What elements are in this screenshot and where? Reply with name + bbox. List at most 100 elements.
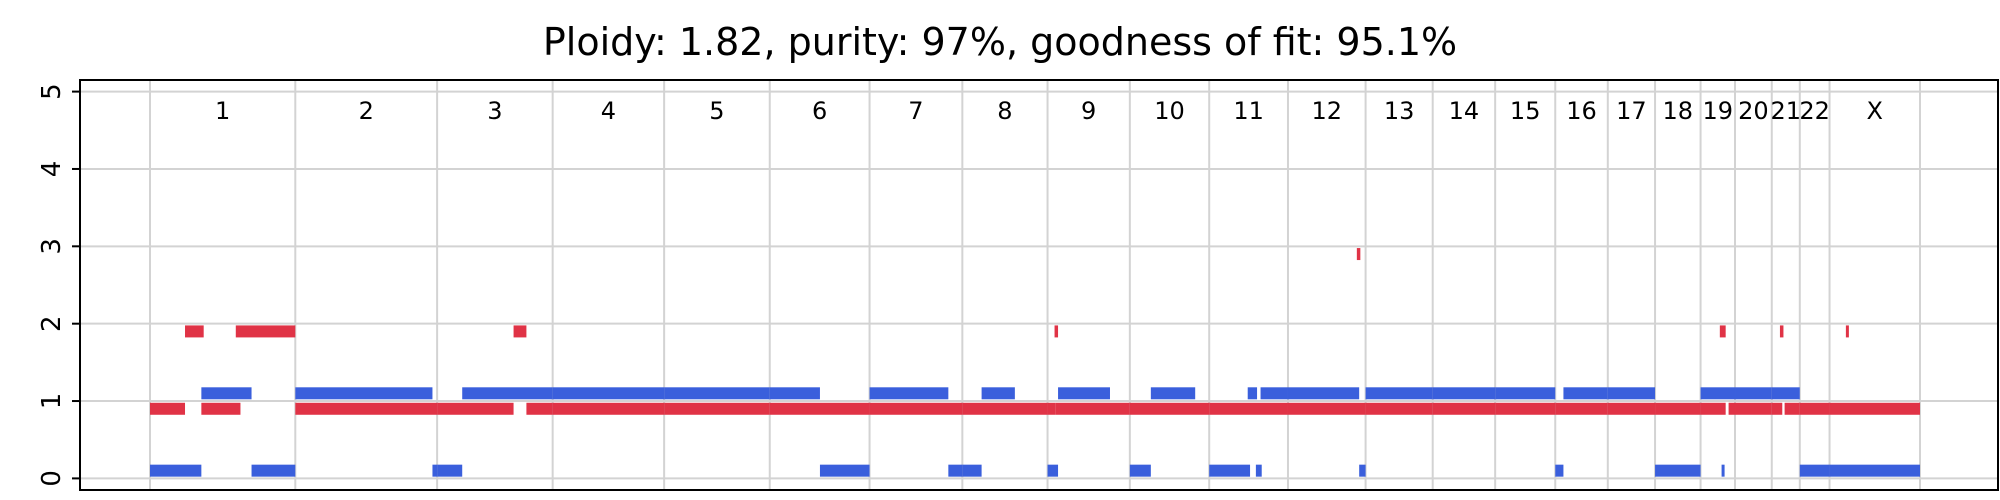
y-tick-label: 3 <box>37 238 67 255</box>
copy-number-segment-major <box>1607 402 1656 415</box>
chromosome-label: 11 <box>1233 97 1264 125</box>
copy-number-segment-major <box>185 325 204 338</box>
copy-number-segment-major <box>1054 325 1059 338</box>
chromosome-label: 7 <box>908 97 923 125</box>
copy-number-segment-major <box>1784 402 1800 415</box>
y-tick-label: 2 <box>37 315 67 332</box>
copy-number-segment-minor <box>1735 387 1772 400</box>
y-tick-label: 0 <box>37 470 67 487</box>
copy-number-segment-major <box>769 402 870 415</box>
chromosome-label: 2 <box>359 97 374 125</box>
copy-number-segment-minor <box>437 464 463 477</box>
plot-frame <box>79 79 1999 491</box>
chromosome-label: 9 <box>1081 97 1096 125</box>
copy-number-segment-minor <box>1495 387 1556 400</box>
copy-number-segment-minor <box>1721 464 1725 477</box>
chromosome-label: 8 <box>997 97 1012 125</box>
copy-number-segment-minor <box>1209 464 1251 477</box>
copy-number-segment-major <box>1735 402 1772 415</box>
copy-number-segment-major <box>1555 402 1608 415</box>
copy-number-segment-minor <box>1247 387 1258 400</box>
chromosome-label: 12 <box>1312 97 1343 125</box>
copy-number-segment-major <box>437 402 514 415</box>
copy-number-segment-major <box>1655 402 1701 415</box>
copy-number-segment-minor <box>1058 387 1110 400</box>
segment-layer <box>150 248 1920 477</box>
copy-number-segment-minor <box>251 464 296 477</box>
copy-number-segment-minor <box>1129 464 1151 477</box>
copy-number-segment-major <box>1779 325 1784 338</box>
copy-number-segment-minor <box>432 464 438 477</box>
copy-number-segment-minor <box>869 387 949 400</box>
copy-number-segment-minor <box>1607 387 1656 400</box>
copy-number-segment-major <box>962 402 1048 415</box>
chart-title: Ploidy: 1.82, purity: 97%, goodness of f… <box>543 20 1457 64</box>
chromosome-label: 5 <box>709 97 724 125</box>
copy-number-segment-minor <box>295 387 433 400</box>
copy-number-segment-minor <box>552 387 665 400</box>
y-tick-label: 4 <box>37 161 67 178</box>
copy-number-segment-major <box>1799 402 1830 415</box>
copy-number-segment-minor <box>948 464 963 477</box>
copy-number-segment-major <box>1728 402 1736 415</box>
copy-number-segment-major <box>513 325 527 338</box>
chromosome-label: 22 <box>1799 97 1830 125</box>
y-tick-label: 5 <box>37 83 67 100</box>
copy-number-segment-minor <box>1255 464 1262 477</box>
copy-number-segment-major <box>1209 402 1288 415</box>
copy-number-segment-minor <box>1799 464 1830 477</box>
chromosome-label: 16 <box>1566 97 1597 125</box>
chromosome-label: 13 <box>1384 97 1415 125</box>
copy-number-segment-minor <box>1047 464 1059 477</box>
chromosome-label: 19 <box>1703 97 1734 125</box>
copy-number-segment-minor <box>1150 387 1196 400</box>
copy-number-segment-major <box>1287 402 1366 415</box>
copy-number-segment-major <box>1365 402 1433 415</box>
copy-number-segment-major <box>1829 402 1920 415</box>
chromosome-label: 4 <box>601 97 616 125</box>
copy-number-segment-minor <box>664 387 770 400</box>
chromosome-label: X <box>1867 97 1883 125</box>
chromosome-label: 20 <box>1738 97 1769 125</box>
copy-number-segment-minor <box>1359 464 1366 477</box>
chromosome-label: 15 <box>1510 97 1541 125</box>
copy-number-segment-major <box>295 402 438 415</box>
copy-number-segment-major <box>1356 248 1361 261</box>
chromosome-label: 14 <box>1449 97 1480 125</box>
copy-number-segment-major <box>1432 402 1496 415</box>
copy-number-segment-minor <box>1260 387 1288 400</box>
copy-number-segment-major <box>1055 402 1130 415</box>
copy-number-segment-major <box>664 402 770 415</box>
copy-number-segment-major <box>1700 402 1726 415</box>
copy-number-segment-minor <box>1655 464 1701 477</box>
chromosome-label: 10 <box>1154 97 1185 125</box>
copy-number-segment-major <box>1771 402 1783 415</box>
copy-number-segment-minor <box>1432 387 1496 400</box>
copy-number-segment-minor <box>1555 464 1564 477</box>
copy-number-segment-major <box>201 402 241 415</box>
copy-number-segment-minor <box>1365 387 1433 400</box>
y-tick-label: 1 <box>37 393 67 410</box>
copy-number-segment-minor <box>1700 387 1736 400</box>
grid-layer <box>80 80 1998 490</box>
chromosome-label: 17 <box>1616 97 1647 125</box>
chromosome-label: 21 <box>1771 97 1802 125</box>
copy-number-segment-major <box>526 402 553 415</box>
copy-number-segment-major <box>869 402 963 415</box>
copy-number-segment-minor <box>462 387 553 400</box>
y-axis: 0 1 2 3 4 5 <box>37 83 80 487</box>
chromosome-label: 3 <box>487 97 502 125</box>
copy-number-segment-minor <box>201 387 252 400</box>
chromosome-label: 6 <box>812 97 827 125</box>
copy-number-segment-minor <box>150 464 202 477</box>
chromosome-label: 1 <box>215 97 230 125</box>
copy-number-segment-major <box>552 402 665 415</box>
copy-number-segment-minor <box>819 464 870 477</box>
chromosome-label: 18 <box>1663 97 1694 125</box>
copy-number-segment-minor <box>769 387 820 400</box>
copy-number-segment-major <box>1719 325 1726 338</box>
copy-number-segment-major <box>1047 402 1056 415</box>
